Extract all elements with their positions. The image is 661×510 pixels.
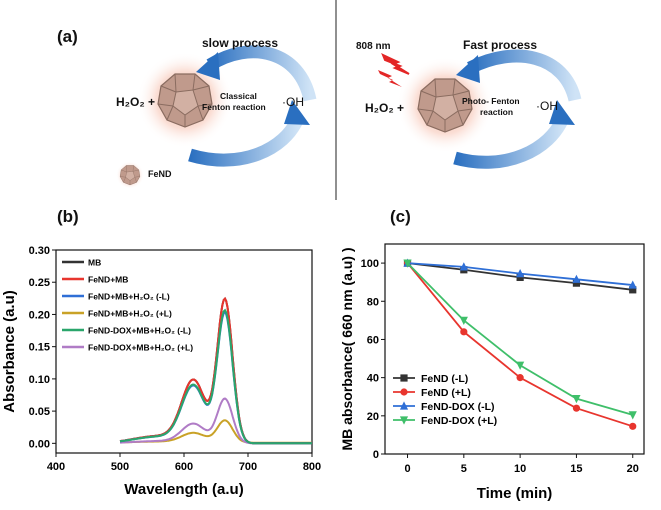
cycle-arrow-bottom-left	[188, 115, 305, 167]
y-tick-label: 0.30	[29, 245, 50, 257]
data-point	[460, 328, 468, 336]
right-reactant: H₂O₂ +	[365, 101, 405, 115]
data-point	[628, 280, 637, 289]
legend-label: MB	[88, 258, 101, 268]
absorbance-spectra-chart: 400 500 600 700 800 0.00 0.05 0.10 0.15 0.20 0.25 0…	[1, 245, 321, 498]
right-reaction-line1: Photo- Fenton	[462, 96, 520, 106]
y-tick-label: 0.25	[29, 277, 50, 289]
y-tick-label: 0.05	[29, 406, 50, 418]
legend-label: FeND (+L)	[421, 387, 471, 399]
y-tick-label: 0.20	[29, 309, 50, 321]
left-product: ·OH	[282, 95, 304, 109]
y-tick-label: 100	[361, 258, 379, 270]
left-process-title: slow process	[202, 36, 279, 50]
x-tick-label: 500	[111, 461, 129, 473]
y-axis-label: Absorbance (a.u)	[1, 290, 18, 413]
data-point	[572, 279, 581, 287]
y-tick-label: 0	[373, 449, 379, 461]
y-tick-label: 0.15	[29, 342, 50, 354]
data-point	[459, 316, 468, 325]
data-point	[629, 286, 637, 294]
fend-legend-label: FeND	[148, 169, 172, 179]
data-point	[400, 374, 408, 382]
laser-wavelength: 808 nm	[356, 41, 391, 52]
legend-label: FeND (-L)	[421, 373, 468, 385]
x-tick-label: 400	[47, 461, 65, 473]
data-point	[572, 404, 581, 412]
x-axis-label: Time (min)	[477, 485, 553, 502]
y-tick-label: 0.00	[29, 438, 50, 450]
data-point	[572, 395, 581, 404]
data-point	[400, 388, 408, 396]
right-product: ·OH	[536, 99, 558, 113]
panel-a-label: (a)	[57, 27, 78, 46]
y-tick-label: 60	[367, 334, 379, 346]
data-point	[399, 416, 409, 425]
x-tick-label: 700	[239, 461, 257, 473]
data-point	[516, 361, 525, 370]
data-point	[403, 259, 412, 268]
data-point	[628, 411, 637, 420]
legend-label: FeND-DOX+MB+H₂O₂ (+L)	[88, 343, 193, 353]
legend-label: FeND+MB+H₂O₂ (+L)	[88, 309, 172, 319]
data-point	[516, 268, 525, 278]
laser-bolt-icon	[381, 53, 410, 75]
spectrum-line	[120, 419, 312, 444]
data-point	[459, 262, 468, 271]
y-tick-label: 0.10	[29, 374, 50, 386]
legend-label: FeND+MB+H₂O₂ (-L)	[88, 292, 170, 302]
y-tick-label: 20	[367, 411, 379, 423]
right-reaction-line2: reaction	[480, 107, 514, 117]
right-process-title: Fast process	[463, 38, 538, 52]
x-tick-label: 10	[514, 463, 526, 475]
data-point	[516, 273, 524, 282]
plot-frame	[384, 243, 645, 455]
x-tick-label: 5	[461, 463, 467, 475]
panel-a-illustration	[116, 0, 582, 200]
cycle-arrow-top-right	[467, 49, 582, 102]
left-reaction-line2: Fenton reaction	[202, 102, 266, 112]
data-point	[399, 401, 409, 410]
x-tick-label: 600	[175, 461, 193, 473]
y-tick-label: 40	[367, 373, 379, 385]
data-point	[629, 422, 637, 430]
y-tick-label: 80	[367, 296, 379, 308]
legend-label: FeND+MB	[88, 275, 128, 285]
cycle-arrow-top-left	[206, 45, 317, 102]
left-reactant: H₂O₂ +	[116, 95, 156, 109]
legend-label: FeND-DOX+MB+H₂O₂ (-L)	[88, 326, 191, 336]
x-tick-label: 0	[404, 463, 410, 475]
data-point	[572, 274, 581, 283]
mb-degradation-chart: 0 5 10 15 20 0 20 40 60 80 100 Time (min) MB absorba…	[339, 243, 645, 502]
left-reaction-line1: Classical	[220, 91, 257, 101]
cycle-arrow-bottom-right	[453, 115, 570, 169]
y-axis-label: MB absorbance( 660 nm (a.u) )	[339, 247, 355, 450]
x-tick-label: 800	[303, 461, 321, 473]
legend-label: FeND-DOX (-L)	[421, 401, 495, 413]
x-tick-label: 15	[570, 463, 582, 475]
panel-b-label: (b)	[57, 207, 79, 226]
data-point	[516, 374, 524, 382]
spectrum-line	[119, 308, 312, 445]
legend-label: FeND-DOX (+L)	[421, 415, 497, 427]
x-axis-label: Wavelength (a.u)	[124, 481, 243, 498]
fend-cluster-left	[157, 73, 213, 128]
panel-c-label: (c)	[390, 207, 411, 226]
x-tick-label: 20	[627, 463, 639, 475]
fend-legend-cluster	[119, 165, 141, 186]
